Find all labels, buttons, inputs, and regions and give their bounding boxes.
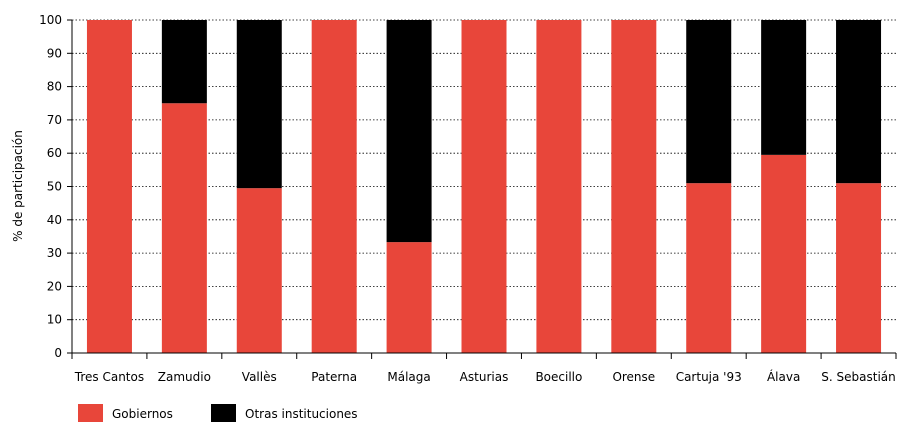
bar-gobiernos [386, 242, 432, 353]
legend-swatch [211, 404, 236, 422]
y-tick-label: 10 [47, 313, 62, 327]
y-tick-label: 20 [47, 279, 62, 293]
x-tick-label: Tres Cantos [74, 370, 144, 384]
x-tick-label: Málaga [387, 370, 430, 384]
y-tick-label: 50 [47, 180, 62, 194]
y-tick-label: 100 [39, 13, 62, 27]
bar-gobiernos [461, 20, 507, 353]
y-tick-label: 90 [47, 46, 62, 60]
y-axis-label: % de participación [11, 130, 25, 242]
legend-swatch [78, 404, 103, 422]
x-tick-label: Paterna [311, 370, 357, 384]
x-tick-label: Cartuja '93 [676, 370, 742, 384]
grid-lines [72, 19, 896, 354]
legend-label: Otras instituciones [245, 407, 358, 421]
bar-gobiernos [686, 183, 732, 353]
bar-gobiernos [161, 103, 207, 353]
y-ticks: 0 10 20 30 40 50 60 70 80 90 100 [39, 13, 72, 360]
legend: Gobiernos Otras instituciones [78, 404, 358, 422]
bar-otras-instituciones [161, 20, 207, 104]
bar-gobiernos [86, 20, 132, 353]
bar-otras-instituciones [761, 20, 807, 155]
x-tick-label: Orense [612, 370, 655, 384]
bar-gobiernos [236, 188, 282, 353]
x-tick-label: Boecillo [535, 370, 582, 384]
bar-otras-instituciones [836, 20, 882, 184]
x-tick-label: Álava [767, 369, 800, 384]
legend-label: Gobiernos [112, 407, 173, 421]
bar-gobiernos [761, 154, 807, 353]
bar-gobiernos [611, 20, 657, 353]
bar-gobiernos [536, 20, 582, 353]
x-tick-label: Vallès [242, 370, 277, 384]
bar-otras-instituciones [386, 20, 432, 243]
bar-gobiernos [836, 183, 882, 353]
bar-otras-instituciones [236, 20, 282, 189]
x-tick-label: Asturias [460, 370, 509, 384]
y-tick-label: 80 [47, 80, 62, 94]
bar-otras-instituciones [686, 20, 732, 184]
bar-gobiernos [311, 20, 357, 353]
x-tick-label: Zamudio [158, 370, 211, 384]
y-tick-label: 40 [47, 213, 62, 227]
y-tick-label: 30 [47, 246, 62, 260]
bars [86, 20, 882, 353]
y-tick-label: 60 [47, 146, 62, 160]
y-tick-label: 0 [54, 346, 62, 360]
x-tick-label: S. Sebastián [821, 370, 895, 384]
y-tick-label: 70 [47, 113, 62, 127]
x-ticks: Tres Cantos Zamudio Vallès Paterna Málaga Ast… [71, 353, 897, 384]
